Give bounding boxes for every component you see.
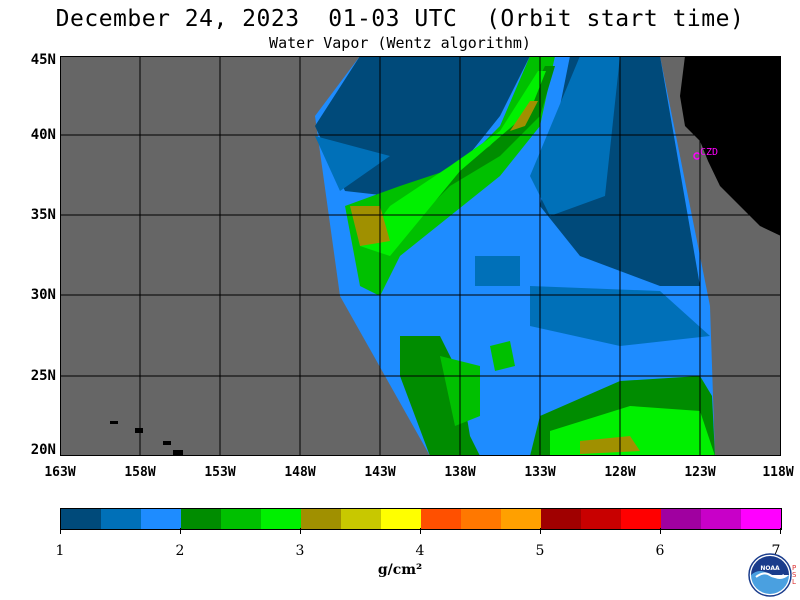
colorbar-swatch	[381, 509, 421, 529]
lon-label-123w: 123W	[684, 465, 716, 480]
colorbar-swatch	[421, 509, 461, 529]
colorbar-swatch	[741, 509, 781, 529]
colorbar-swatch	[461, 509, 501, 529]
swath-river-bright-green	[360, 71, 546, 256]
island-oahu	[135, 428, 143, 433]
lon-label-148w: 148W	[284, 465, 316, 480]
colorbar-swatch	[581, 509, 621, 529]
colorbar-swatch	[221, 509, 261, 529]
noaa-logo: NOAA	[748, 553, 792, 597]
lat-label-40n: 40N	[30, 127, 56, 143]
lon-label-138w: 138W	[444, 465, 476, 480]
colorbar-swatch	[101, 509, 141, 529]
colorbar-tick-label: 7	[771, 543, 781, 559]
lat-label-45n: 45N	[30, 52, 56, 68]
lon-label-128w: 128W	[604, 465, 636, 480]
colorbar-swatch	[661, 509, 701, 529]
colorbar-swatch	[341, 509, 381, 529]
colorbar-units: g/cm²	[377, 562, 423, 578]
lon-label-153w: 153W	[204, 465, 236, 480]
swath-medium-blue-blob	[475, 256, 520, 286]
lon-label-163w: 163W	[44, 465, 76, 480]
lon-label-158w: 158W	[124, 465, 156, 480]
colorbar-tick	[180, 528, 181, 534]
map-frame	[60, 56, 781, 456]
colorbar-tick-label: 5	[535, 543, 545, 559]
colorbar-tick	[780, 528, 781, 534]
colorbar-tick	[300, 528, 301, 534]
swath-river-olive	[510, 101, 538, 131]
colorbar	[60, 508, 782, 530]
graticule	[60, 56, 781, 456]
colorbar-swatch	[301, 509, 341, 529]
colorbar-tick-label: 4	[415, 543, 425, 559]
colorbar-tick	[60, 528, 61, 534]
lat-label-25n: 25N	[30, 368, 56, 384]
station-label: CZD	[700, 147, 718, 158]
water-vapor-map: CZD	[60, 56, 781, 456]
colorbar-tick	[660, 528, 661, 534]
island-kauai	[110, 421, 118, 424]
lat-label-20n: 20N	[30, 442, 56, 458]
land-north-america	[680, 56, 781, 236]
swath-medium-blue-east	[530, 56, 620, 216]
colorbar-tick	[420, 528, 421, 534]
island-hawaii	[173, 450, 183, 456]
lat-label-35n: 35N	[30, 207, 56, 223]
lon-label-143w: 143W	[364, 465, 396, 480]
colorbar-swatch	[541, 509, 581, 529]
colorbar-tick-label: 3	[295, 543, 305, 559]
colorbar-swatch	[141, 509, 181, 529]
colorbar-swatch	[621, 509, 661, 529]
colorbar-tick-label: 2	[175, 543, 185, 559]
lon-label-133w: 133W	[524, 465, 556, 480]
map-title: December 24, 2023 01-03 UTC (Orbit start…	[55, 6, 745, 32]
colorbar-tick	[540, 528, 541, 534]
colorbar-tick-label: 6	[655, 543, 665, 559]
lat-label-30n: 30N	[30, 287, 56, 303]
map-subtitle: Water Vapor (Wentz algorithm)	[269, 34, 531, 52]
swath-southeast-olive	[580, 436, 640, 454]
swath-green-blob	[490, 341, 515, 371]
colorbar-swatch	[61, 509, 101, 529]
colorbar-tick-label: 1	[55, 543, 65, 559]
colorbar-swatch	[181, 509, 221, 529]
lon-label-118w: 118W	[762, 465, 794, 480]
island-maui	[163, 441, 171, 445]
colorbar-swatch	[261, 509, 301, 529]
svg-text:NOAA: NOAA	[760, 565, 780, 572]
swath-medium-blue	[315, 136, 390, 191]
colorbar-swatch	[501, 509, 541, 529]
colorbar-swatch	[701, 509, 741, 529]
